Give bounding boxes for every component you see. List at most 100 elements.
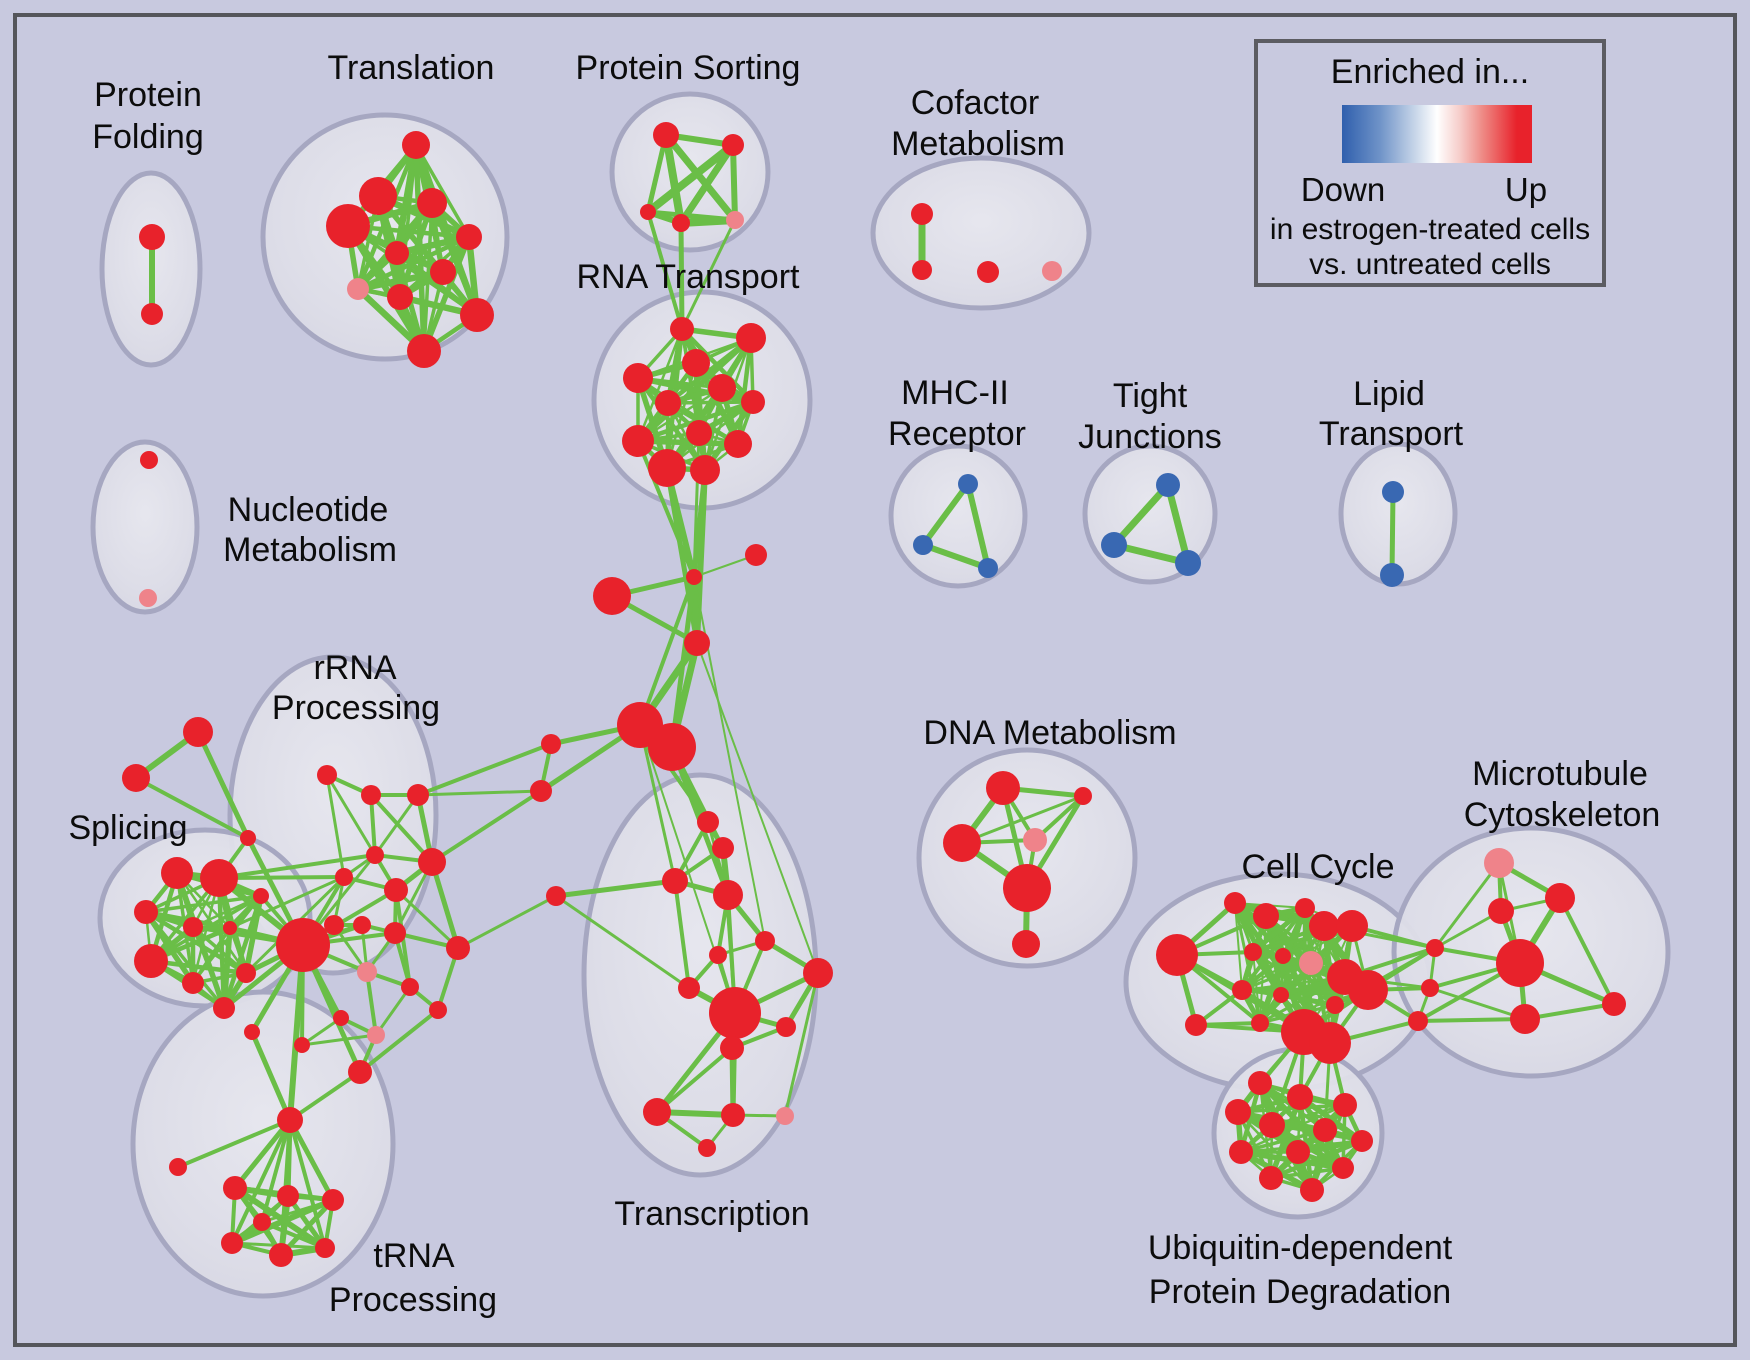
gene-set-node-101 bbox=[803, 958, 833, 988]
gene-set-node-100 bbox=[755, 931, 775, 951]
similarity-edge bbox=[666, 400, 755, 405]
gene-set-node-80 bbox=[134, 944, 168, 978]
similarity-edge bbox=[217, 853, 377, 880]
gene-set-node-98 bbox=[546, 886, 566, 906]
gene-set-node-103 bbox=[709, 987, 761, 1039]
cluster-label-mhc-ii-receptor-line2: Receptor bbox=[888, 415, 1026, 453]
gene-set-node-102 bbox=[678, 977, 700, 999]
legend-up-label: Up bbox=[1504, 171, 1548, 208]
gene-set-node-4 bbox=[417, 188, 447, 218]
gene-set-node-30 bbox=[622, 425, 654, 457]
gene-set-node-11 bbox=[460, 298, 494, 332]
cluster-ellipse-cofactor-metabolism bbox=[870, 155, 1092, 311]
gene-set-node-124 bbox=[1299, 951, 1323, 975]
similarity-edge bbox=[369, 793, 377, 857]
similarity-edge bbox=[635, 375, 708, 473]
gene-set-node-48 bbox=[593, 577, 631, 615]
similarity-edge bbox=[646, 210, 684, 331]
gene-set-node-41 bbox=[1380, 563, 1404, 587]
cluster-label-rrna-processing-line2: Processing bbox=[272, 689, 440, 727]
gene-set-node-79 bbox=[253, 888, 269, 904]
gene-set-node-81 bbox=[182, 972, 204, 994]
gene-set-node-38 bbox=[1101, 532, 1127, 558]
gene-set-node-115 bbox=[1012, 930, 1040, 958]
gene-set-node-15 bbox=[640, 204, 656, 220]
gene-set-node-96 bbox=[662, 868, 688, 894]
gene-set-node-58 bbox=[366, 846, 384, 864]
gene-set-node-72 bbox=[348, 1060, 372, 1084]
gene-set-node-7 bbox=[385, 241, 409, 265]
legend-box: Enriched in... Down Up in estrogen-treat… bbox=[1254, 39, 1606, 287]
gene-set-node-73 bbox=[276, 918, 330, 972]
gene-set-node-66 bbox=[357, 962, 377, 982]
gene-set-node-85 bbox=[277, 1107, 303, 1133]
gene-set-node-6 bbox=[456, 224, 482, 250]
similarity-edge bbox=[920, 481, 971, 548]
gene-set-node-146 bbox=[1225, 1099, 1251, 1125]
cluster-label-cell-cycle-line1: Cell Cycle bbox=[1241, 848, 1394, 886]
gene-set-node-134 bbox=[1484, 848, 1514, 878]
similarity-edge bbox=[1164, 481, 1192, 567]
similarity-edge bbox=[287, 942, 306, 1123]
similarity-edge bbox=[664, 465, 700, 646]
gene-set-node-84 bbox=[244, 1024, 260, 1040]
gene-set-node-141 bbox=[1421, 979, 1439, 997]
gene-set-node-19 bbox=[912, 260, 932, 280]
gene-set-node-18 bbox=[911, 203, 933, 225]
gene-set-node-59 bbox=[335, 868, 353, 886]
legend-title: Enriched in... bbox=[1330, 53, 1530, 91]
gene-set-node-25 bbox=[623, 363, 653, 393]
gene-set-node-20 bbox=[977, 261, 999, 283]
gene-set-node-35 bbox=[913, 535, 933, 555]
similarity-edge bbox=[456, 894, 558, 950]
similarity-edge bbox=[149, 894, 263, 963]
gene-set-node-109 bbox=[698, 1139, 716, 1157]
similarity-edge bbox=[344, 222, 428, 355]
gene-set-node-5 bbox=[326, 204, 370, 248]
similarity-edge bbox=[288, 1070, 362, 1122]
gene-set-node-75 bbox=[200, 859, 238, 897]
similarity-edge bbox=[260, 1198, 335, 1224]
gene-set-node-126 bbox=[1348, 970, 1388, 1010]
legend-subtitle-2: vs. untreated cells bbox=[1309, 248, 1551, 281]
gene-set-node-145 bbox=[1333, 1093, 1357, 1117]
gene-set-node-112 bbox=[943, 824, 981, 862]
similarity-edge bbox=[965, 481, 991, 571]
gene-set-node-151 bbox=[1229, 1140, 1253, 1164]
gene-set-node-65 bbox=[446, 936, 470, 960]
similarity-edge bbox=[394, 888, 460, 950]
cluster-label-cofactor-metabolism-line2: Metabolism bbox=[891, 125, 1065, 163]
similarity-edge bbox=[680, 218, 737, 331]
similarity-edge bbox=[920, 542, 991, 571]
similarity-edge bbox=[1433, 861, 1501, 950]
gene-set-node-95 bbox=[712, 837, 734, 859]
gene-set-node-93 bbox=[169, 1158, 187, 1176]
gene-set-node-106 bbox=[643, 1098, 671, 1126]
similarity-edge bbox=[221, 925, 233, 1011]
gene-set-node-154 bbox=[1300, 1178, 1324, 1202]
gene-set-node-31 bbox=[724, 430, 752, 458]
similarity-edge bbox=[369, 793, 434, 864]
gene-set-node-55 bbox=[317, 765, 337, 785]
gene-set-node-37 bbox=[1156, 473, 1180, 497]
gene-set-node-47 bbox=[686, 569, 702, 585]
similarity-edge bbox=[288, 1118, 327, 1250]
gene-set-node-26 bbox=[708, 374, 736, 402]
gene-set-node-153 bbox=[1259, 1166, 1283, 1190]
gene-set-node-107 bbox=[721, 1103, 745, 1127]
gene-set-node-140 bbox=[1426, 939, 1444, 957]
gene-set-node-142 bbox=[1408, 1011, 1428, 1031]
similarity-edge bbox=[783, 971, 820, 1118]
similarity-edge bbox=[735, 335, 754, 447]
gene-set-node-91 bbox=[315, 1238, 335, 1258]
gene-set-node-116 bbox=[1156, 934, 1198, 976]
cluster-label-protein-sorting-line1: Protein Sorting bbox=[576, 49, 801, 87]
gene-set-node-82 bbox=[236, 963, 256, 983]
similarity-edge bbox=[1558, 896, 1616, 1006]
similarity-edge bbox=[669, 574, 697, 750]
similarity-edge bbox=[1250, 905, 1308, 955]
similarity-edge bbox=[144, 894, 263, 914]
similarity-edge bbox=[416, 742, 553, 797]
gene-set-node-9 bbox=[347, 278, 369, 300]
